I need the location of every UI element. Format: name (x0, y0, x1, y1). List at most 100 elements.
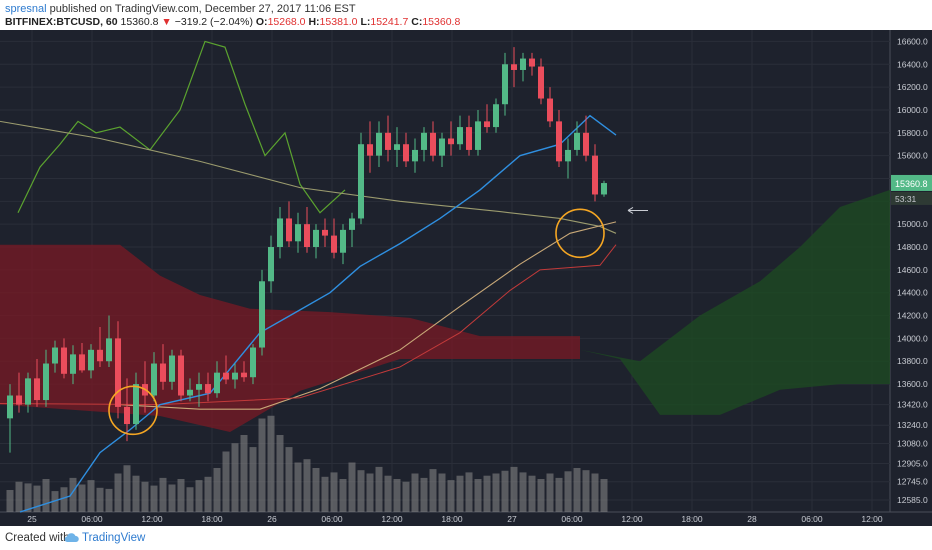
volume-bar (591, 473, 599, 512)
candle (7, 384, 13, 453)
candle-body (214, 372, 220, 394)
volume-bar (24, 483, 32, 512)
candle (394, 127, 400, 168)
candle (277, 207, 283, 259)
volume-bar (213, 468, 221, 512)
volume-bar (564, 471, 572, 512)
time-tick-label: 06:00 (321, 514, 343, 524)
last-price: 15360.8 (120, 16, 159, 28)
candle (214, 361, 220, 398)
volume-bar (96, 487, 104, 512)
time-tick-label: 06:00 (801, 514, 823, 524)
candle (358, 132, 364, 225)
candle (115, 321, 121, 419)
candle (502, 52, 508, 116)
candle (79, 342, 85, 373)
candle (322, 218, 328, 248)
candle-body (556, 121, 562, 162)
time-tick-label: 12:00 (381, 514, 403, 524)
price-tick-label: 14400.0 (897, 288, 928, 298)
candle-body (358, 144, 364, 219)
volume-bar (195, 480, 203, 512)
candle (493, 98, 499, 133)
volume-bar (69, 477, 77, 512)
candle-body (340, 229, 346, 253)
author-link[interactable]: spresnal (5, 3, 47, 15)
candle (16, 372, 22, 413)
volume-bar (114, 473, 122, 512)
candle-body (367, 144, 373, 156)
volume-bar (465, 472, 473, 512)
footer-bar: Created with TradingView (0, 526, 932, 550)
volume-bar (510, 466, 518, 512)
open-value: 15268.0 (267, 16, 306, 28)
volume-bar (474, 479, 482, 512)
candle-body (592, 155, 598, 195)
candle-body (34, 378, 40, 401)
price-tick-label: 14200.0 (897, 311, 928, 321)
candle-body (457, 127, 463, 145)
volume-bar (357, 470, 365, 512)
time-tick-label: 06:00 (561, 514, 583, 524)
tradingview-brand-link[interactable]: TradingView (82, 532, 146, 544)
candle (286, 201, 292, 248)
candle-body (583, 132, 589, 156)
volume-bar (105, 488, 113, 512)
candle-body (205, 384, 211, 394)
candle-body (313, 229, 319, 248)
leading-span-line (0, 244, 617, 406)
low-label: L: (360, 16, 371, 28)
candle (511, 47, 517, 88)
candle-body (151, 363, 157, 396)
candle-body (412, 149, 418, 162)
price-pointer-arrowhead (627, 207, 634, 214)
highlight-circle (108, 385, 158, 436)
created-with-text: Created with (5, 532, 70, 544)
candle (385, 115, 391, 162)
volume-bar (132, 475, 140, 512)
candle-body (538, 66, 544, 99)
volume-bar (87, 480, 95, 512)
candle (43, 349, 49, 407)
volume-bar (393, 479, 401, 512)
candle (574, 121, 580, 156)
published-text: published on TradingView.com, December 2… (49, 3, 356, 15)
volume-bar (33, 485, 41, 512)
volume-bar (6, 490, 14, 512)
volume-bar (339, 479, 347, 512)
volume-bar (366, 473, 374, 512)
price-chart[interactable]: 16600.0 16400.0 16200.0 16000.0 15800.0 15600… (0, 30, 932, 526)
candle (160, 344, 166, 390)
candle (439, 132, 445, 168)
candle (565, 138, 571, 179)
price-tick-label: 13240.0 (897, 420, 928, 430)
candle-body (259, 281, 265, 348)
candle (133, 372, 139, 430)
candle (88, 344, 94, 379)
volume-bar (573, 468, 581, 512)
candle-body (439, 138, 445, 156)
candle (484, 104, 490, 133)
candle-body (385, 132, 391, 150)
volume-bar (384, 475, 392, 512)
time-tick-label: 12:00 (621, 514, 643, 524)
candle-body (475, 121, 481, 150)
candle (25, 372, 31, 413)
candle-body (322, 229, 328, 236)
candle (520, 52, 526, 82)
volume-bar (150, 485, 158, 512)
volume-bar (78, 484, 86, 512)
volume-bar (411, 473, 419, 512)
price-tick-label: 16000.0 (897, 105, 928, 115)
candle (583, 115, 589, 162)
candle-body (115, 338, 121, 407)
candle (466, 115, 472, 156)
last-price-tag-label: 15360.8 (895, 179, 928, 189)
volume-bar (60, 487, 68, 512)
volume-bar (483, 475, 491, 512)
volume-bar (546, 473, 554, 512)
volume-bar (375, 466, 383, 512)
close-label: C: (411, 16, 423, 28)
candle-body (466, 127, 472, 150)
candle (349, 212, 355, 248)
